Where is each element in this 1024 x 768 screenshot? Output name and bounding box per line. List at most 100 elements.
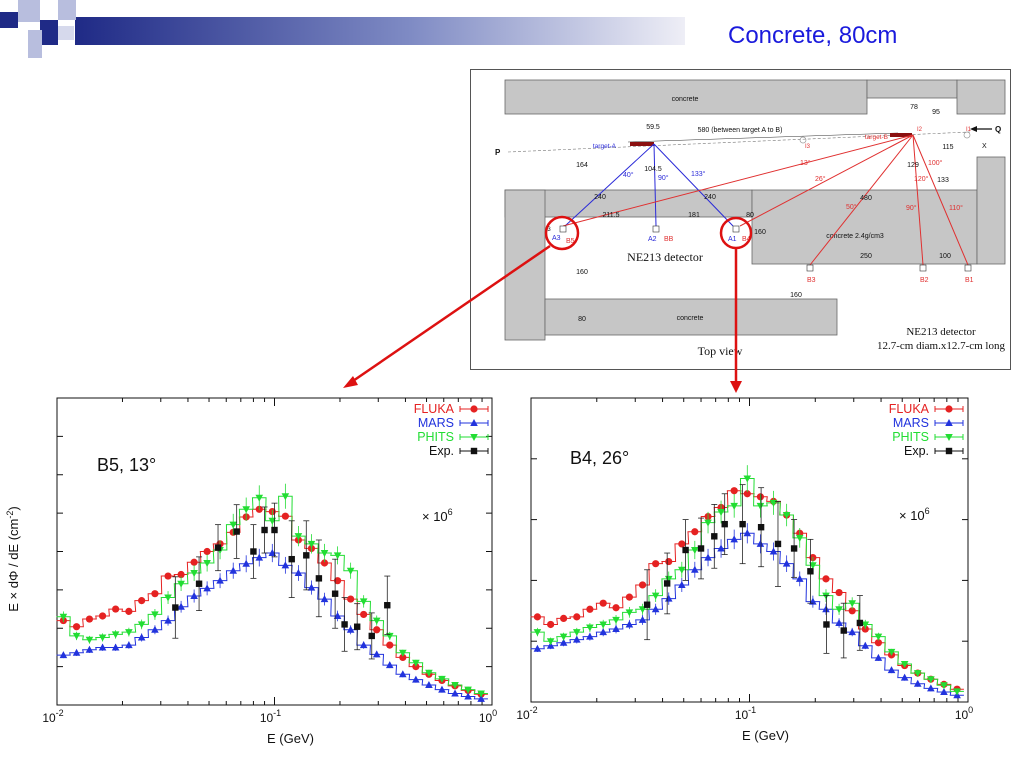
data-point: [533, 644, 542, 652]
detector-label: A2: [648, 236, 657, 243]
x-tick-label: 100: [955, 705, 973, 722]
data-point: [795, 574, 804, 582]
target-b-ray: [912, 134, 969, 266]
concrete-block: [751, 189, 978, 265]
data-point: [98, 643, 107, 651]
concrete-block: [544, 298, 838, 336]
data-point: [72, 632, 81, 640]
data-point: [743, 490, 751, 498]
data-point: [782, 559, 791, 567]
data-point: [333, 577, 342, 585]
detector-label: B4: [742, 236, 751, 243]
data-point: [940, 682, 948, 690]
legend-label: Exp.: [904, 444, 929, 458]
dimension-label: 129: [907, 162, 919, 169]
data-point: [281, 561, 290, 569]
angle-b-label: 26°: [815, 175, 826, 183]
dimension-label: 181: [688, 212, 700, 219]
dimension-label: 480: [860, 195, 872, 202]
target-b-ray: [739, 134, 914, 227]
x-tick-label: 100: [479, 708, 497, 725]
angle-b-label: 90°: [906, 204, 917, 212]
dimension-label: 240: [594, 194, 606, 201]
data-point: [756, 502, 765, 510]
view-caption: Top view: [698, 344, 743, 358]
data-point: [425, 681, 433, 689]
legend-marker: [470, 447, 478, 455]
data-point: [887, 666, 896, 674]
target-b-label: target-B: [865, 134, 888, 141]
legend-marker: [945, 447, 953, 455]
data-point: [85, 645, 94, 653]
data-point: [125, 641, 133, 649]
axis-x-label: X: [982, 143, 987, 150]
data-point: [599, 599, 607, 607]
data-point: [59, 613, 68, 621]
data-point: [782, 512, 791, 520]
target-b: [890, 133, 912, 137]
data-point: [638, 615, 647, 623]
x-tick-label: 10-2: [42, 708, 63, 725]
data-point: [195, 580, 203, 587]
data-point: [72, 623, 81, 631]
data-point: [546, 638, 555, 646]
detector: [559, 225, 567, 233]
data-point: [85, 636, 94, 644]
data-point: [913, 679, 922, 687]
x-axis-title: E (GeV): [742, 728, 789, 743]
dimension-label: 160: [754, 229, 766, 236]
data-point: [822, 575, 830, 583]
target-a-label: target-A: [593, 143, 617, 150]
data-point: [848, 600, 856, 608]
legend-label: PHITS: [417, 430, 454, 444]
data-point: [625, 609, 634, 617]
chart-annotation: B5, 13°: [97, 455, 156, 475]
data-point: [451, 689, 459, 697]
data-point: [412, 659, 420, 667]
data-point: [271, 526, 278, 534]
highlight-circle-b5: [544, 215, 580, 251]
target-a-ray: [564, 143, 655, 227]
data-point: [303, 552, 310, 559]
data-point: [125, 607, 133, 615]
detector: [964, 264, 972, 272]
concrete-block: [504, 79, 868, 115]
detector-size-caption: 12.7-cm diam.x12.7-cm long: [877, 340, 1006, 352]
legend-marker: [945, 405, 953, 413]
scale-note: × 106: [422, 507, 453, 524]
legend-label: FLUKA: [889, 402, 930, 416]
data-point: [711, 533, 718, 540]
data-point: [353, 623, 361, 630]
data-point: [112, 605, 120, 613]
data-point: [386, 641, 394, 649]
callout-arrowhead-b5: [343, 376, 358, 388]
dimension-label: 80: [746, 212, 754, 219]
series-step-line: [56, 552, 488, 700]
legend-marker: [470, 419, 478, 426]
data-point: [368, 632, 375, 640]
marker-i1: [963, 131, 971, 139]
angle-a-label: 133°: [691, 170, 706, 178]
data-point: [164, 594, 172, 602]
data-point: [111, 631, 120, 639]
banner-square: [58, 26, 74, 40]
dimension-label: 250: [860, 253, 872, 260]
detector-label: A1: [728, 236, 737, 243]
banner-square: [28, 30, 42, 58]
data-point: [691, 565, 699, 573]
data-point: [533, 629, 542, 637]
data-point: [294, 533, 303, 541]
data-point: [682, 546, 689, 554]
data-point: [743, 529, 752, 537]
data-point: [477, 690, 485, 698]
dimension-label: 115: [942, 144, 953, 151]
data-point: [385, 661, 394, 669]
data-point: [281, 512, 289, 520]
data-point: [229, 566, 238, 574]
data-point: [125, 629, 133, 637]
data-point: [85, 615, 94, 623]
data-point: [177, 602, 185, 610]
angle-b-label: 120°: [914, 175, 929, 183]
data-point: [373, 626, 381, 634]
